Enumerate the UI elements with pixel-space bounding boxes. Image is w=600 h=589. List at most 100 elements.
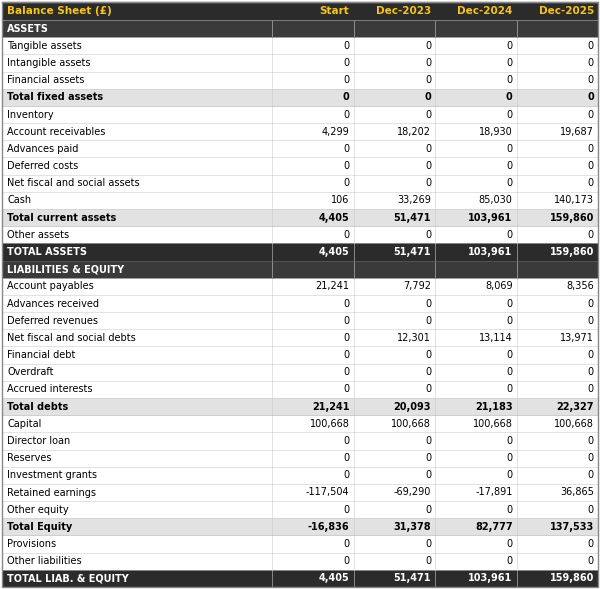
- Bar: [517, 226, 598, 243]
- Bar: [2, 518, 272, 535]
- Bar: [2, 501, 272, 518]
- Bar: [517, 140, 598, 157]
- Text: 103,961: 103,961: [468, 574, 512, 584]
- Bar: [2, 398, 272, 415]
- Bar: [435, 209, 517, 226]
- Bar: [517, 381, 598, 398]
- Bar: [353, 295, 435, 312]
- Bar: [2, 278, 272, 295]
- Text: Start: Start: [320, 6, 349, 16]
- Bar: [2, 192, 272, 209]
- Text: 0: 0: [425, 350, 431, 360]
- Text: 100,668: 100,668: [391, 419, 431, 429]
- Bar: [272, 37, 353, 54]
- Text: 51,471: 51,471: [394, 574, 431, 584]
- Bar: [272, 192, 353, 209]
- Text: 0: 0: [588, 144, 594, 154]
- Text: 0: 0: [343, 41, 349, 51]
- Bar: [517, 432, 598, 449]
- Text: Financial assets: Financial assets: [7, 75, 85, 85]
- Text: TOTAL ASSETS: TOTAL ASSETS: [7, 247, 87, 257]
- Bar: [435, 243, 517, 260]
- Text: 0: 0: [588, 350, 594, 360]
- Bar: [2, 71, 272, 89]
- Text: 0: 0: [425, 505, 431, 515]
- Bar: [435, 295, 517, 312]
- Text: Total debts: Total debts: [7, 402, 68, 412]
- Bar: [272, 449, 353, 466]
- Bar: [435, 260, 517, 278]
- Bar: [272, 501, 353, 518]
- Text: 0: 0: [425, 144, 431, 154]
- Text: 0: 0: [506, 505, 512, 515]
- Text: 0: 0: [425, 41, 431, 51]
- Bar: [517, 484, 598, 501]
- Text: 0: 0: [588, 556, 594, 566]
- Text: 0: 0: [425, 178, 431, 188]
- Bar: [353, 518, 435, 535]
- Text: 51,471: 51,471: [394, 213, 431, 223]
- Text: 0: 0: [588, 230, 594, 240]
- Text: -117,504: -117,504: [306, 488, 349, 498]
- Text: Total current assets: Total current assets: [7, 213, 116, 223]
- Text: 0: 0: [343, 539, 349, 549]
- Text: Total fixed assets: Total fixed assets: [7, 92, 103, 102]
- Text: 0: 0: [506, 144, 512, 154]
- Bar: [517, 501, 598, 518]
- Bar: [2, 2, 272, 20]
- Bar: [272, 2, 353, 20]
- Bar: [435, 466, 517, 484]
- Text: 0: 0: [588, 316, 594, 326]
- Bar: [517, 466, 598, 484]
- Bar: [517, 570, 598, 587]
- Bar: [353, 243, 435, 260]
- Text: 0: 0: [343, 367, 349, 377]
- Text: Provisions: Provisions: [7, 539, 56, 549]
- Text: 20,093: 20,093: [394, 402, 431, 412]
- Bar: [2, 570, 272, 587]
- Text: 137,533: 137,533: [550, 522, 594, 532]
- Bar: [272, 484, 353, 501]
- Text: 8,069: 8,069: [485, 282, 512, 292]
- Text: 0: 0: [588, 178, 594, 188]
- Bar: [435, 140, 517, 157]
- Text: 0: 0: [343, 333, 349, 343]
- Text: 100,668: 100,668: [310, 419, 349, 429]
- Bar: [272, 466, 353, 484]
- Text: 159,860: 159,860: [550, 574, 594, 584]
- Text: 0: 0: [425, 385, 431, 395]
- Bar: [272, 140, 353, 157]
- Text: 0: 0: [588, 367, 594, 377]
- Text: 0: 0: [425, 471, 431, 480]
- Text: 140,173: 140,173: [554, 196, 594, 206]
- Text: 0: 0: [343, 92, 349, 102]
- Text: 0: 0: [343, 436, 349, 446]
- Bar: [2, 123, 272, 140]
- Bar: [272, 552, 353, 570]
- Bar: [353, 260, 435, 278]
- Bar: [517, 243, 598, 260]
- Bar: [435, 226, 517, 243]
- Bar: [2, 157, 272, 174]
- Bar: [435, 157, 517, 174]
- Bar: [517, 329, 598, 346]
- Bar: [435, 20, 517, 37]
- Bar: [517, 449, 598, 466]
- Bar: [435, 278, 517, 295]
- Bar: [2, 466, 272, 484]
- Text: 0: 0: [425, 539, 431, 549]
- Bar: [2, 295, 272, 312]
- Text: 0: 0: [588, 471, 594, 480]
- Text: 85,030: 85,030: [479, 196, 512, 206]
- Text: 0: 0: [588, 110, 594, 120]
- Text: 0: 0: [588, 539, 594, 549]
- Bar: [435, 312, 517, 329]
- Bar: [353, 20, 435, 37]
- Bar: [517, 363, 598, 381]
- Text: 0: 0: [343, 385, 349, 395]
- Bar: [272, 209, 353, 226]
- Text: 0: 0: [506, 367, 512, 377]
- Text: 0: 0: [343, 178, 349, 188]
- Text: 0: 0: [343, 230, 349, 240]
- Text: 0: 0: [506, 436, 512, 446]
